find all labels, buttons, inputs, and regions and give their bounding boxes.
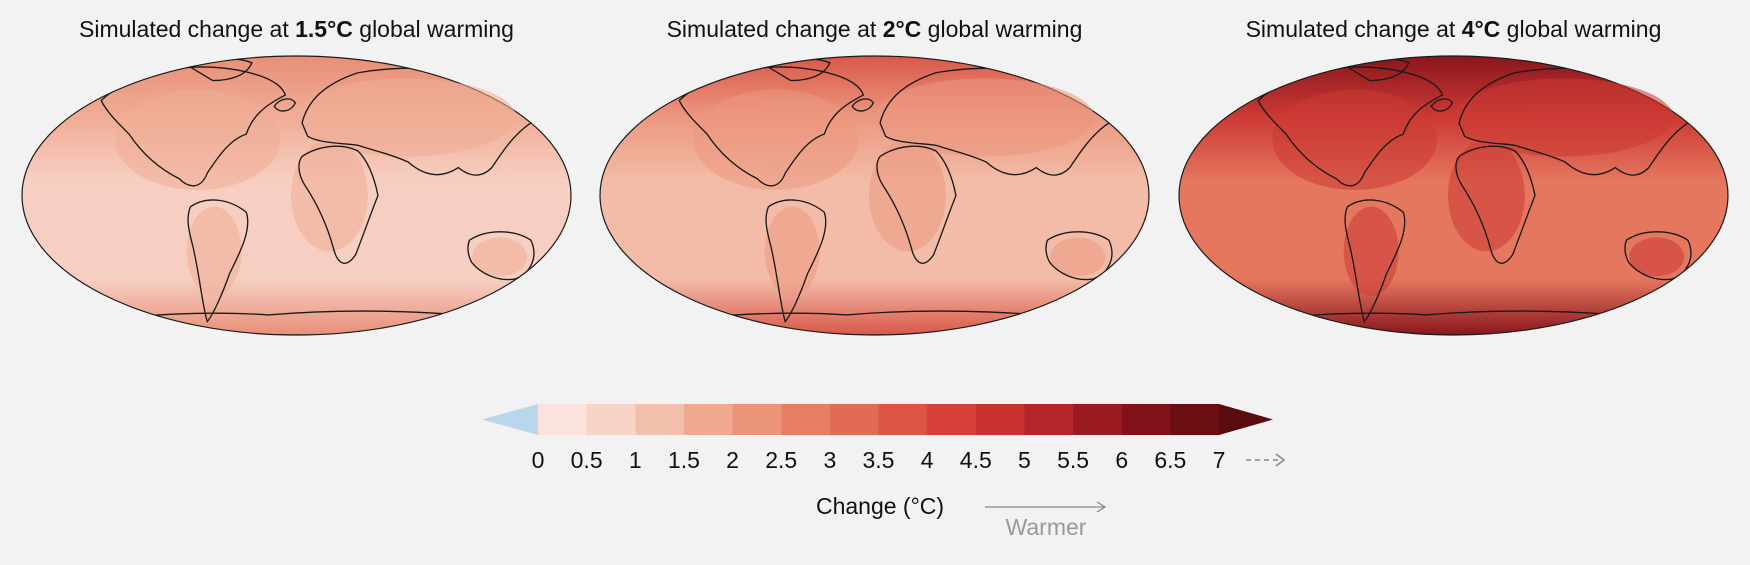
colorbar-tick-label: 1: [629, 447, 642, 473]
colorbar-bin: [975, 404, 1025, 435]
panel-title: Simulated change at 4°C global warming: [1246, 16, 1662, 42]
colorbar-bin: [1121, 404, 1171, 435]
colorbar-tick-label: 0.5: [571, 447, 603, 473]
colorbar-over: [1219, 404, 1273, 435]
land-region: [186, 206, 242, 296]
land-region: [693, 89, 859, 190]
map-panel: Simulated change at 4°C global warming: [1178, 16, 1729, 336]
colorbar-tick-label: 2: [726, 447, 739, 473]
colorbar-tick-label: 5: [1018, 447, 1031, 473]
panel-title: Simulated change at 2°C global warming: [667, 16, 1083, 42]
colorbar-bin: [927, 404, 977, 435]
colorbar-tick-label: 6: [1115, 447, 1128, 473]
colorbar-bin: [1024, 404, 1074, 435]
colorbar: 0 0.5 1 1.5 2 2.5 3 3.5 4 4.5 5 5.5 6 6.5 7: [482, 404, 1273, 473]
land-region: [1448, 139, 1525, 252]
colorbar-tick-label: 4.5: [960, 447, 992, 473]
colorbar-tick-label: 2.5: [765, 447, 797, 473]
land-region: [115, 89, 281, 190]
title-prefix: Simulated change at: [1246, 16, 1462, 42]
colorbar-label: Change (°C): [816, 493, 944, 519]
colorbar-tick-label: 3.5: [863, 447, 895, 473]
land-region: [1629, 237, 1685, 277]
colorbar-bin: [1170, 404, 1220, 435]
colorbar-bin: [829, 404, 879, 435]
colorbar-tick-label: 6.5: [1154, 447, 1186, 473]
title-suffix: global warming: [353, 16, 514, 42]
title-bold: 1.5°C: [295, 16, 353, 42]
land-region: [296, 78, 517, 157]
land-region: [1050, 237, 1106, 277]
colorbar-bin: [1073, 404, 1123, 435]
colorbar-tick-label: 3: [823, 447, 836, 473]
colorbar-tick-label: 0: [532, 447, 545, 473]
title-suffix: global warming: [1500, 16, 1661, 42]
direction-arrow-head: [1096, 501, 1107, 513]
colorbar-tick-label: 7: [1213, 447, 1226, 473]
land-region: [764, 206, 820, 296]
land-region: [1272, 89, 1438, 190]
colorbar-tick-label: 1.5: [668, 447, 700, 473]
colorbar-tick-label: 4: [921, 447, 934, 473]
map-panels: Simulated change at 1.5°C global warming…: [21, 16, 1729, 336]
land-region: [1453, 78, 1674, 157]
land-region: [874, 78, 1095, 157]
land-region: [472, 237, 528, 277]
colorbar-bin: [878, 404, 928, 435]
colorbar-bin: [732, 404, 782, 435]
title-prefix: Simulated change at: [79, 16, 295, 42]
colorbar-under: [482, 404, 538, 435]
colorbar-tick-label: 5.5: [1057, 447, 1089, 473]
title-bold: 4°C: [1462, 16, 1501, 42]
panel-title: Simulated change at 1.5°C global warming: [79, 16, 514, 42]
arrow-head: [1275, 453, 1286, 467]
land-region: [869, 139, 946, 252]
direction-label: Warmer: [1006, 514, 1087, 540]
map-panel: Simulated change at 1.5°C global warming: [21, 16, 572, 336]
land-region: [1343, 206, 1399, 296]
colorbar-bin: [635, 404, 685, 435]
map-panel: Simulated change at 2°C global warming: [599, 16, 1150, 336]
colorbar-bin: [538, 404, 588, 435]
colorbar-bin: [781, 404, 831, 435]
title-prefix: Simulated change at: [667, 16, 883, 42]
land-region: [291, 139, 368, 252]
title-bold: 2°C: [883, 16, 922, 42]
colorbar-bin: [683, 404, 734, 435]
colorbar-bin: [586, 404, 636, 435]
title-suffix: global warming: [921, 16, 1082, 42]
